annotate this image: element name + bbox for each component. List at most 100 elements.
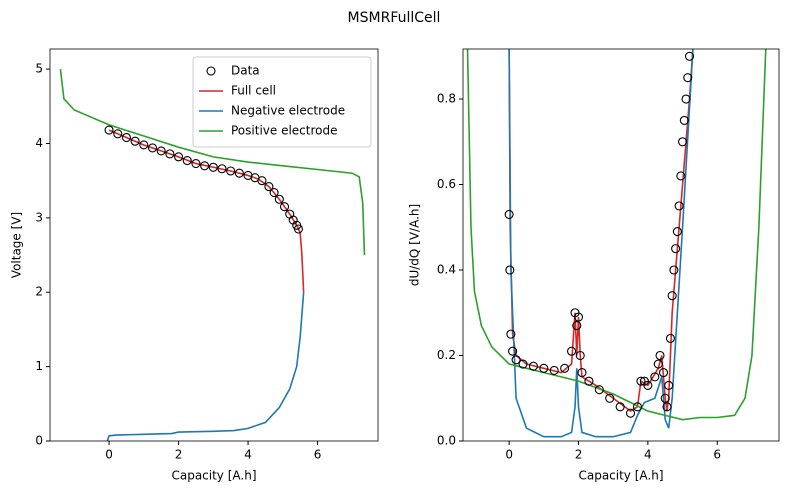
data-point bbox=[511, 355, 521, 365]
data-point bbox=[226, 166, 236, 176]
data-point bbox=[264, 182, 274, 192]
data-point bbox=[573, 312, 584, 322]
data-point bbox=[217, 164, 227, 174]
data-point bbox=[139, 140, 149, 150]
data-point bbox=[594, 385, 604, 395]
data-point bbox=[539, 363, 549, 373]
data-point bbox=[147, 143, 158, 153]
data-point bbox=[674, 201, 684, 211]
axes-frame bbox=[462, 48, 780, 442]
y-tick-label: 0.6 bbox=[437, 177, 456, 191]
data-point bbox=[664, 380, 674, 390]
data-point bbox=[577, 368, 587, 378]
data-point bbox=[667, 291, 677, 301]
data-point bbox=[636, 376, 646, 386]
y-tick-label: 0.8 bbox=[437, 92, 456, 106]
data-point bbox=[508, 346, 518, 356]
data-point bbox=[121, 132, 131, 143]
x-tick-label: 4 bbox=[644, 448, 652, 462]
data-point bbox=[182, 156, 192, 166]
data-point bbox=[257, 176, 267, 186]
data-point bbox=[572, 321, 582, 331]
legend-label: Negative electrode bbox=[231, 104, 345, 118]
data-point bbox=[605, 393, 615, 403]
data-point bbox=[279, 202, 290, 212]
data-point bbox=[506, 329, 516, 339]
series-line bbox=[508, 49, 694, 413]
x-tick-label: 2 bbox=[575, 448, 583, 462]
data-point bbox=[200, 161, 210, 171]
y-axis-label: dU/dQ [V/A.h] bbox=[408, 204, 422, 286]
data-point bbox=[549, 365, 559, 376]
series-line bbox=[106, 292, 305, 441]
x-tick-label: 2 bbox=[175, 448, 183, 462]
y-tick-label: 5 bbox=[35, 62, 43, 76]
data-point bbox=[684, 51, 695, 61]
y-tick-label: 3 bbox=[35, 210, 43, 224]
data-point bbox=[653, 359, 663, 369]
data-point bbox=[528, 361, 538, 371]
data-point bbox=[567, 346, 577, 356]
y-tick-label: 4 bbox=[35, 136, 43, 150]
x-tick-label: 0 bbox=[105, 448, 113, 462]
y-tick-label: 0.0 bbox=[437, 434, 456, 448]
legend-box bbox=[192, 56, 372, 148]
data-point bbox=[156, 146, 166, 156]
figure-title: MSMRFullCell bbox=[348, 10, 441, 26]
data-point bbox=[208, 162, 218, 172]
data-point bbox=[191, 159, 201, 169]
x-tick-label: 4 bbox=[244, 448, 252, 462]
data-point bbox=[130, 136, 140, 146]
data-point bbox=[671, 244, 681, 254]
plot-area bbox=[466, 49, 767, 438]
series-line bbox=[508, 49, 694, 438]
data-point bbox=[662, 402, 672, 412]
data-point bbox=[165, 149, 175, 159]
series-line bbox=[108, 129, 305, 293]
data-point bbox=[669, 265, 679, 275]
legend-label: Positive electrode bbox=[231, 124, 338, 138]
y-tick-label: 0.4 bbox=[437, 263, 456, 277]
data-point bbox=[293, 224, 303, 234]
data-point bbox=[679, 115, 689, 125]
plot-area bbox=[59, 68, 366, 441]
data-point bbox=[104, 125, 114, 135]
y-tick-label: 2 bbox=[35, 285, 43, 299]
x-axis-label: Capacity [A.h] bbox=[171, 469, 256, 483]
data-point bbox=[683, 73, 693, 83]
data-point bbox=[681, 94, 691, 104]
x-tick-label: 0 bbox=[505, 448, 513, 462]
data-point bbox=[672, 226, 682, 237]
data-point bbox=[505, 265, 515, 275]
legend-label: Full cell bbox=[231, 84, 276, 98]
data-point bbox=[650, 372, 660, 382]
x-axis-label: Capacity [A.h] bbox=[578, 469, 663, 483]
data-point bbox=[678, 137, 688, 147]
data-point bbox=[274, 194, 284, 204]
data-point bbox=[643, 380, 653, 390]
data-point bbox=[575, 350, 585, 361]
data-point bbox=[269, 188, 279, 198]
data-point bbox=[560, 363, 570, 373]
data-point bbox=[655, 350, 665, 361]
y-tick-label: 1 bbox=[35, 359, 43, 373]
data-point bbox=[676, 171, 686, 181]
data-point bbox=[658, 368, 669, 378]
x-tick-label: 6 bbox=[314, 448, 322, 462]
legend-marker bbox=[206, 66, 216, 76]
data-point bbox=[665, 333, 675, 343]
x-tick-label: 6 bbox=[713, 448, 721, 462]
y-tick-label: 0.2 bbox=[437, 348, 456, 362]
data-point bbox=[518, 359, 528, 369]
legend-label: Data bbox=[231, 64, 260, 78]
data-point bbox=[113, 129, 123, 139]
y-axis-label: Voltage [V] bbox=[10, 212, 24, 278]
data-point bbox=[504, 209, 514, 219]
axes-frame bbox=[49, 48, 379, 442]
data-point bbox=[615, 402, 625, 412]
data-point bbox=[234, 168, 244, 178]
series-line bbox=[466, 49, 767, 421]
y-tick-label: 0 bbox=[35, 434, 43, 448]
data-point bbox=[632, 402, 643, 412]
